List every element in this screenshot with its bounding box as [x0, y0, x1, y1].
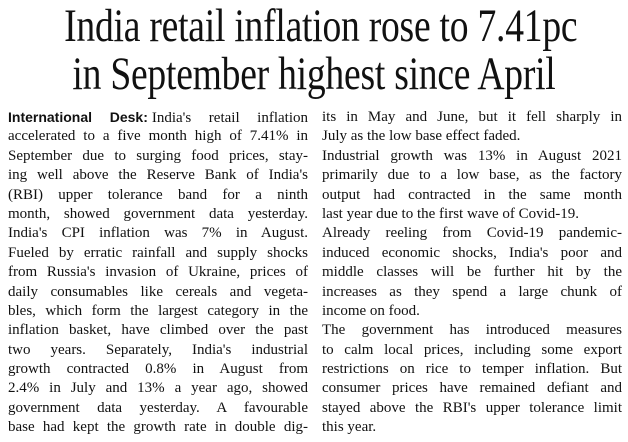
text-line: its in May and June, but it fell sharply…: [322, 108, 622, 127]
text-line: month, showed government data yesterday.: [8, 205, 308, 224]
line-text: consumer prices have remained defiant an…: [322, 380, 622, 397]
line-text: daily consumables like cereals and veget…: [8, 283, 308, 300]
text-line: bles, which form the largest category in…: [8, 302, 308, 321]
line-text: to calm local prices, including some exp…: [322, 341, 622, 358]
text-line: income on food.: [322, 302, 622, 321]
text-line: restrictions on rice to temper inflation…: [322, 360, 622, 379]
line-text: induced economic shocks, India's poor an…: [322, 244, 622, 261]
line-text: ing well above the Reserve Bank of India…: [8, 167, 308, 184]
text-line: base had kept the growth rate in double …: [8, 418, 308, 437]
text-line: primarily due to a low base, as the fact…: [322, 166, 622, 185]
text-line: inflation basket, have climbed over the …: [8, 321, 308, 340]
column: its in May and June, but it fell sharply…: [322, 108, 622, 438]
lead: International Desk:: [8, 109, 148, 125]
text-line: International Desk: India's retail inflat…: [8, 108, 308, 127]
text-line: stayed above the RBI's upper tolerance l…: [322, 399, 622, 418]
headline-text: in September highest since April: [72, 48, 556, 100]
line-text: Fueled by erratic rainfall and supply sh…: [8, 244, 308, 261]
line-text: this year.: [322, 419, 377, 436]
line-text: The government has introduced measures: [322, 322, 622, 339]
line-text: base had kept the growth rate in double …: [8, 419, 308, 436]
text-line: (RBI) upper tolerance band for a ninth: [8, 186, 308, 205]
line-text: India's retail inflation: [151, 110, 309, 126]
text-line: India's CPI inflation was 7% in August.: [8, 224, 308, 243]
line-text: accelerated to a five month high of 7.41…: [8, 128, 308, 145]
text-line: July as the low base effect faded.: [322, 127, 622, 146]
text-line: last year due to the first wave of Covid…: [322, 205, 622, 224]
line-text: government data yesterday. A favourable: [8, 399, 308, 416]
line-text: from Russia's invasion of Ukraine, price…: [8, 264, 308, 281]
line-text: restrictions on rice to temper inflation…: [322, 361, 622, 378]
line-text: increases as they spend a large chunk of: [322, 283, 622, 300]
line-text: Industrial growth was 13% in August 2021: [322, 147, 622, 164]
text-line: consumer prices have remained defiant an…: [322, 379, 622, 398]
line-text: primarily due to a low base, as the fact…: [322, 167, 622, 184]
column: International Desk: India's retail inflat…: [8, 108, 308, 438]
text-line: increases as they spend a large chunk of: [322, 283, 622, 302]
text-line: from Russia's invasion of Ukraine, price…: [8, 263, 308, 282]
line-text: inflation basket, have climbed over the …: [8, 322, 308, 339]
text-line: ing well above the Reserve Bank of India…: [8, 166, 308, 185]
line-text: 2.4% in July and 13% a year ago, showed: [8, 380, 308, 397]
headline: India retail inflation rose to 7.41pc in …: [0, 2, 628, 98]
text-line: accelerated to a five month high of 7.41…: [8, 127, 308, 146]
text-line: middle classes will be further hit by th…: [322, 263, 622, 282]
text-line: two years. Separately, India's industria…: [8, 341, 308, 360]
text-line: September due to surging food prices, st…: [8, 147, 308, 166]
text-line: Fueled by erratic rainfall and supply sh…: [8, 244, 308, 263]
text-line: growth contracted 0.8% in August from: [8, 360, 308, 379]
text-line: 2.4% in July and 13% a year ago, showed: [8, 379, 308, 398]
text-line: this year.: [322, 418, 622, 437]
line-text: output had contracted in the same month: [322, 186, 622, 203]
line-text: last year due to the first wave of Covid…: [322, 205, 580, 222]
text-line: output had contracted in the same month: [322, 186, 622, 205]
headline-text: India retail inflation rose to 7.41pc: [64, 0, 578, 52]
text-line: Industrial growth was 13% in August 2021: [322, 147, 622, 166]
line-text: Already reeling from Covid-19 pandemic-: [322, 225, 622, 242]
line-text: two years. Separately, India's industria…: [8, 341, 308, 358]
text-line: Already reeling from Covid-19 pandemic-: [322, 224, 622, 243]
line-text: bles, which form the largest category in…: [8, 302, 308, 319]
line-text: growth contracted 0.8% in August from: [8, 361, 308, 378]
line-text: (RBI) upper tolerance band for a ninth: [8, 186, 308, 203]
text-line: to calm local prices, including some exp…: [322, 341, 622, 360]
text-line: daily consumables like cereals and veget…: [8, 283, 308, 302]
text-line: induced economic shocks, India's poor an…: [322, 244, 622, 263]
headline-line: in September highest since April: [0, 50, 628, 98]
headline-line: India retail inflation rose to 7.41pc: [0, 2, 628, 50]
line-text: September due to surging food prices, st…: [8, 147, 308, 164]
line-text: July as the low base effect faded.: [322, 128, 521, 145]
line-text: middle classes will be further hit by th…: [322, 264, 622, 281]
text-line: The government has introduced measures: [322, 321, 622, 340]
line-text: its in May and June, but it fell sharply…: [322, 109, 622, 125]
line-text: month, showed government data yesterday.: [8, 205, 308, 222]
line-text: India's CPI inflation was 7% in August.: [8, 225, 308, 242]
line-text: income on food.: [322, 302, 420, 319]
text-line: government data yesterday. A favourable: [8, 399, 308, 418]
line-text: stayed above the RBI's upper tolerance l…: [322, 399, 622, 416]
